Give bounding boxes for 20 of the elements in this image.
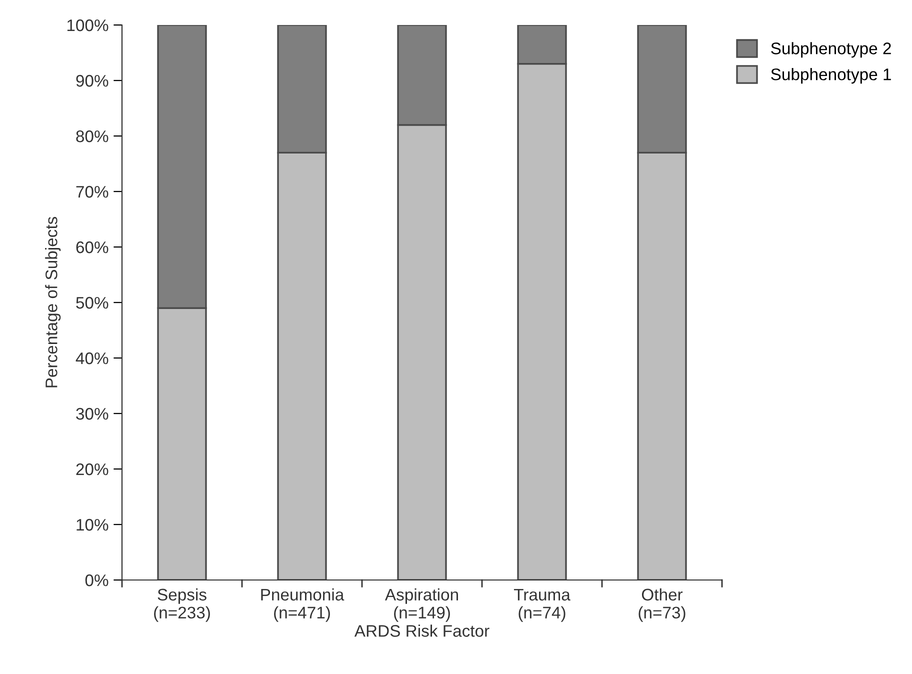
- x-tick-label: Aspiration (n=149): [384, 588, 458, 622]
- x-tick-label: Other (n=73): [638, 588, 686, 622]
- x-tick-label: Trauma (n=74): [514, 588, 570, 622]
- x-tick-label: Sepsis (n=233): [154, 588, 210, 622]
- y-tick-label: 40%: [76, 352, 108, 364]
- y-tick-label: 0%: [85, 574, 108, 586]
- legend-label: Subphenotype 2: [771, 42, 891, 58]
- y-tick-label: 80%: [76, 130, 108, 142]
- x-tick-label: Pneumonia (n=471): [261, 588, 344, 622]
- y-tick-label: 30%: [76, 408, 108, 420]
- y-tick-label: 20%: [76, 463, 108, 476]
- y-tick-label: 90%: [76, 74, 108, 87]
- y-axis-title: Percentage of Subjects: [45, 216, 61, 388]
- legend-label: Subphenotype 1: [771, 68, 891, 84]
- y-tick-label: 100%: [67, 19, 108, 32]
- x-axis-title: ARDS Risk Factor: [354, 624, 490, 637]
- y-tick-label: 50%: [76, 296, 108, 309]
- y-tick-label: 60%: [76, 241, 108, 254]
- y-tick-label: 10%: [76, 518, 108, 531]
- y-tick-label: 70%: [76, 186, 108, 198]
